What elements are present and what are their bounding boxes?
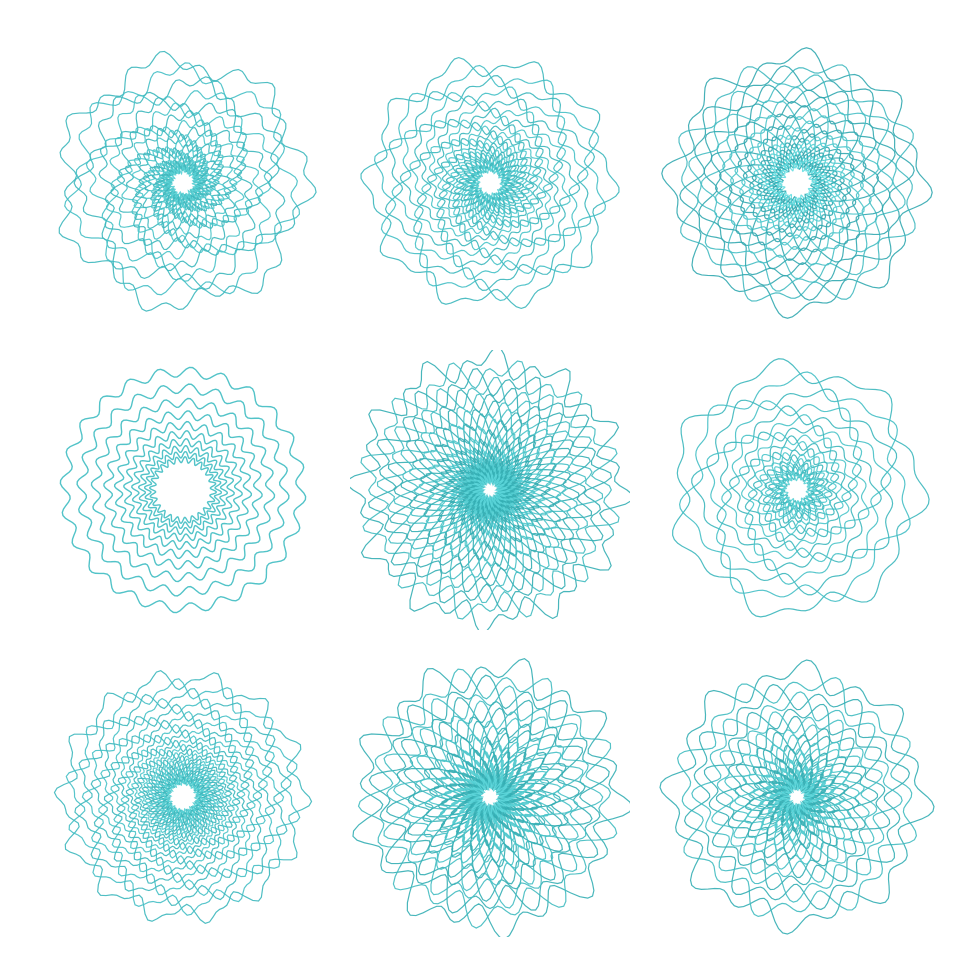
- spiro-5-layer: [401, 401, 579, 579]
- spiro-2: [350, 43, 630, 323]
- spiro-7-cell: [40, 653, 327, 940]
- spiro-2-cell: [347, 40, 634, 327]
- spiro-5-layer: [451, 451, 528, 528]
- spiro-1-layer: [99, 98, 272, 271]
- spiro-1-cell: [40, 40, 327, 327]
- spiro-6-layer: [679, 372, 909, 601]
- spiro-3-layer: [729, 116, 864, 251]
- spiro-7-layer: [75, 688, 291, 905]
- spiro-5-layer: [439, 439, 540, 540]
- spiro-2-layer: [392, 87, 588, 279]
- spiro-6: [657, 350, 937, 630]
- spiro-5: [350, 350, 630, 630]
- spiro-3-layer: [740, 126, 854, 240]
- spiro-9-cell: [653, 653, 940, 940]
- spiro-9-layer: [704, 704, 889, 889]
- spiro-4-layer: [150, 457, 216, 523]
- spiro-6-cell: [653, 347, 940, 634]
- spiro-6-layer: [721, 415, 868, 562]
- spiro-5-layer: [473, 473, 507, 507]
- spiro-1: [43, 43, 323, 323]
- spiro-3: [657, 43, 937, 323]
- spiro-5-layer: [388, 388, 591, 591]
- spiro-5-layer: [414, 414, 566, 566]
- spiro-3-layer: [729, 116, 864, 251]
- spiro-8-cell: [347, 653, 634, 940]
- spirograph-grid: [0, 0, 980, 980]
- spiro-3-layer: [679, 65, 915, 301]
- spiro-3-layer: [749, 136, 844, 231]
- spiro-2-layer: [375, 66, 606, 301]
- spiro-9: [657, 657, 937, 937]
- spiro-4-cell: [40, 347, 327, 634]
- spiro-3-layer: [719, 106, 874, 261]
- spiro-1-layer: [60, 52, 317, 312]
- spiro-5-cell: [347, 347, 634, 634]
- spiro-9-layer: [725, 725, 869, 869]
- spiro-4: [43, 350, 323, 630]
- spiro-9-layer: [684, 684, 909, 909]
- spiro-3-layer: [679, 66, 913, 300]
- spiro-4-layer: [61, 367, 306, 612]
- spiro-5-layer: [377, 377, 602, 602]
- spiro-4-layer: [145, 452, 222, 529]
- spiro-6-layer: [739, 433, 857, 551]
- spiro-3-cell: [653, 40, 940, 327]
- spiro-8: [350, 657, 630, 937]
- spiro-3-layer: [715, 102, 879, 266]
- spiro-7-layer: [127, 740, 240, 853]
- spiro-2-layer: [410, 102, 570, 265]
- spiro-9-layer: [660, 660, 934, 934]
- spiro-7: [43, 657, 323, 937]
- spiro-3-layer: [763, 150, 830, 217]
- spiro-6-layer: [672, 359, 928, 617]
- spiro-3-layer: [701, 88, 892, 279]
- spiro-5-layer: [361, 361, 619, 619]
- spiro-9-layer: [692, 692, 902, 902]
- spiro-3-layer: [661, 48, 931, 318]
- spiro-5-layer: [430, 430, 551, 551]
- spiro-6-layer: [729, 426, 861, 558]
- spiro-7-layer: [105, 719, 262, 873]
- spiro-5-layer: [394, 394, 586, 586]
- spiro-3-layer: [699, 85, 895, 281]
